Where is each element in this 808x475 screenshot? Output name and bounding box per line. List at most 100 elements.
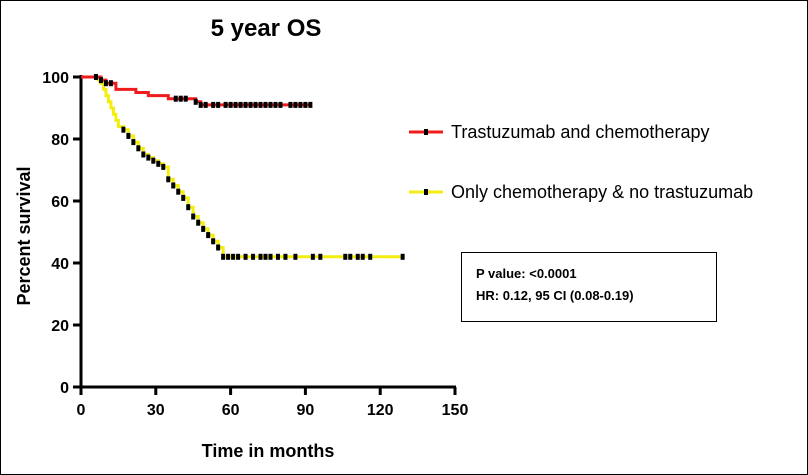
- censor-mark: [221, 253, 226, 260]
- censor-mark: [183, 95, 188, 102]
- p-value-text: P value: <0.0001: [476, 266, 577, 281]
- censor-mark: [216, 101, 221, 108]
- censor-mark: [275, 253, 280, 260]
- x-axis-title: Time in months: [202, 441, 335, 461]
- censor-mark: [248, 101, 253, 108]
- censor-mark: [368, 253, 373, 260]
- censor-mark: [278, 101, 283, 108]
- censor-mark: [186, 204, 191, 211]
- legend-entry-chemo-only: Only chemotherapy & no trastuzumab: [409, 182, 753, 202]
- censor-mark: [211, 101, 216, 108]
- censor-mark: [103, 80, 108, 87]
- x-tick-label: 60: [222, 402, 240, 419]
- censor-mark: [243, 101, 248, 108]
- censor-mark: [108, 80, 113, 87]
- x-tick-label: 120: [367, 402, 394, 419]
- censor-mark: [173, 95, 178, 102]
- censor-mark: [131, 139, 136, 146]
- hazard-ratio-text: HR: 0.12, 95 CI (0.08-0.19): [476, 288, 634, 303]
- censor-mark: [348, 253, 353, 260]
- censor-mark: [268, 101, 273, 108]
- censor-mark: [231, 253, 236, 260]
- x-tick-label: 150: [442, 402, 469, 419]
- y-tick-label: 60: [51, 194, 69, 211]
- censor-mark: [293, 253, 298, 260]
- censor-mark: [400, 253, 405, 260]
- censor-mark: [251, 253, 256, 260]
- y-tick-label: 0: [60, 380, 69, 397]
- censor-mark: [223, 101, 228, 108]
- censor-mark: [233, 101, 238, 108]
- censor-mark: [303, 101, 308, 108]
- censor-mark: [193, 98, 198, 105]
- y-tick-label: 20: [51, 318, 69, 335]
- censor-mark: [298, 101, 303, 108]
- censor-mark: [141, 151, 146, 158]
- censor-mark: [238, 101, 243, 108]
- censor-mark: [355, 253, 360, 260]
- censor-mark: [146, 154, 151, 161]
- survival-curves: [81, 74, 405, 260]
- censor-mark: [263, 253, 268, 260]
- ticks: 0 30 60 90 120 150 0 20 40 60 80 100: [42, 70, 468, 419]
- censor-mark: [228, 101, 233, 108]
- censor-mark: [343, 253, 348, 260]
- censor-mark: [171, 182, 176, 189]
- y-tick-label: 100: [42, 70, 69, 87]
- series-line-1: [81, 75, 403, 259]
- censor-mark: [176, 188, 181, 195]
- censor-mark: [181, 194, 186, 201]
- y-tick-label: 80: [51, 132, 69, 149]
- legend-label-trastuzumab: Trastuzumab and chemotherapy: [451, 122, 709, 142]
- censor-mark: [93, 74, 98, 80]
- censor-mark: [136, 145, 141, 152]
- legend-label-chemo-only: Only chemotherapy & no trastuzumab: [451, 182, 753, 202]
- censor-mark: [178, 95, 183, 102]
- censor-mark: [318, 253, 323, 260]
- censor-mark: [310, 253, 315, 260]
- statistics-box: P value: <0.0001 HR: 0.12, 95 CI (0.08-0…: [461, 252, 717, 322]
- chart-title: 5 year OS: [211, 15, 322, 42]
- censor-mark: [216, 244, 221, 251]
- y-axis-title: Percent survival: [14, 166, 34, 305]
- censor-mark: [161, 163, 166, 170]
- censor-mark: [203, 101, 208, 108]
- censor-mark: [263, 101, 268, 108]
- legend-censor-mark: [424, 189, 428, 195]
- censor-mark: [360, 253, 365, 260]
- censor-mark: [211, 238, 216, 245]
- censor-mark: [283, 253, 288, 260]
- censor-mark: [151, 157, 156, 164]
- censor-mark: [243, 253, 248, 260]
- x-tick-label: 90: [297, 402, 315, 419]
- censor-mark: [293, 101, 298, 108]
- censor-mark: [126, 132, 131, 139]
- censor-mark: [258, 101, 263, 108]
- censor-mark: [198, 101, 203, 108]
- censor-mark: [206, 232, 211, 239]
- censor-mark: [156, 160, 161, 167]
- censor-mark: [308, 101, 313, 108]
- censor-mark: [166, 176, 171, 183]
- y-tick-label: 40: [51, 256, 69, 273]
- censor-mark: [236, 253, 241, 260]
- censor-mark: [98, 77, 103, 84]
- legend-censor-mark: [424, 129, 428, 135]
- censor-mark: [226, 253, 231, 260]
- censor-mark: [121, 126, 126, 133]
- censor-mark: [201, 225, 206, 232]
- censor-mark: [253, 101, 258, 108]
- censor-mark: [258, 253, 263, 260]
- censor-mark: [196, 219, 201, 226]
- censor-mark: [273, 101, 278, 108]
- x-tick-label: 30: [147, 402, 165, 419]
- censor-mark: [268, 253, 273, 260]
- legend-entry-trastuzumab: Trastuzumab and chemotherapy: [409, 122, 709, 142]
- legend: Trastuzumab and chemotherapy Only chemot…: [409, 122, 753, 202]
- axes: [79, 75, 456, 389]
- censor-mark: [191, 213, 196, 220]
- x-tick-label: 0: [77, 402, 86, 419]
- censor-mark: [288, 101, 293, 108]
